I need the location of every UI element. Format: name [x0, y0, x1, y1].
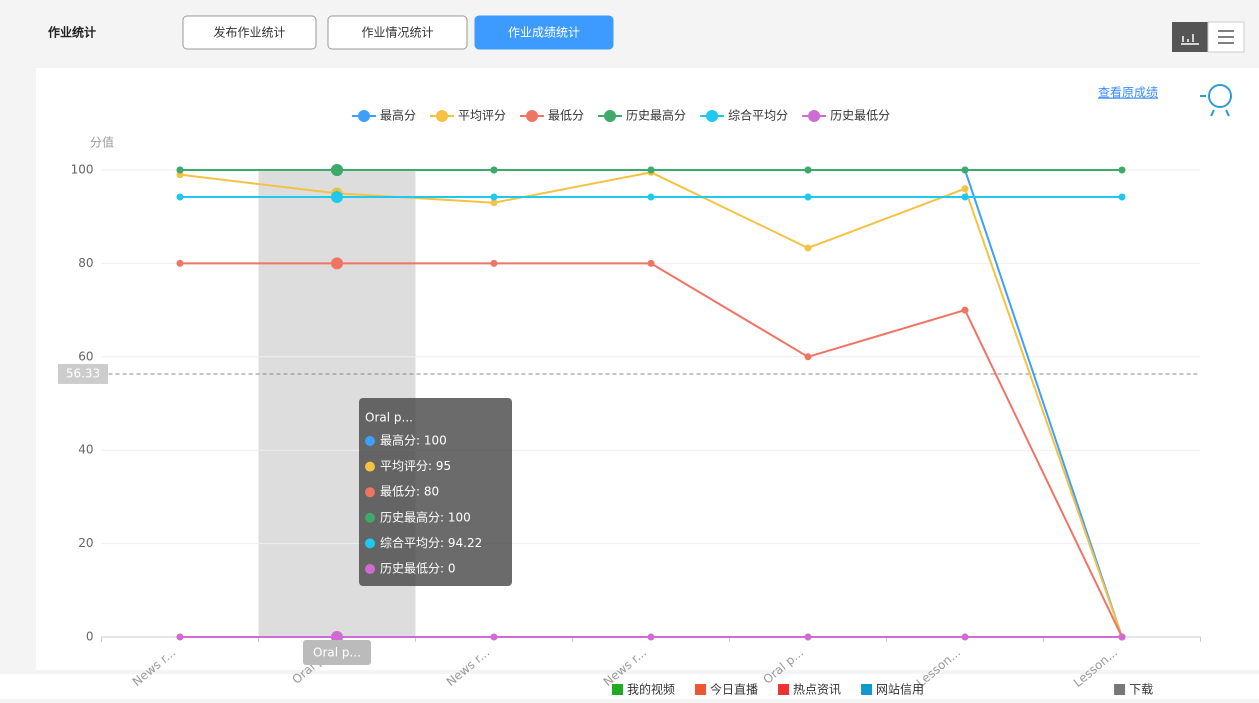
data-point: [647, 259, 655, 267]
footer-item[interactable]: 网站信用: [876, 683, 924, 697]
legend-label: 综合平均分: [728, 108, 788, 123]
data-point: [804, 633, 812, 641]
y-axis-label: 分值: [90, 135, 114, 150]
data-point: [1118, 166, 1126, 174]
tooltip-dot: [365, 512, 375, 523]
footer-item[interactable]: 今日直播: [710, 682, 758, 697]
data-point: [331, 190, 343, 203]
data-point: [961, 166, 969, 174]
tooltip-dot: [365, 487, 375, 498]
data-point: [1118, 193, 1126, 201]
chart-panel: [36, 68, 1259, 670]
data-point: [804, 353, 812, 361]
data-point: [176, 259, 184, 267]
legend-label: 历史最高分: [626, 108, 686, 123]
data-point: [331, 257, 343, 270]
data-point: [961, 185, 969, 193]
data-point: [961, 193, 969, 201]
tab-label[interactable]: 发布作业统计: [213, 25, 285, 40]
data-point: [490, 193, 498, 201]
tab[interactable]: [474, 15, 614, 50]
data-point: [1118, 633, 1126, 641]
tooltip-item: 历史最高分: 100: [380, 509, 471, 524]
data-point: [804, 244, 812, 252]
legend-dot: [808, 110, 821, 122]
data-point: [961, 306, 969, 314]
data-point: [647, 166, 655, 174]
data-point: [647, 193, 655, 201]
tooltip-dot: [365, 436, 375, 446]
legend-dot: [526, 110, 539, 122]
y-tick-label: 80: [78, 256, 93, 270]
tooltip-dot: [365, 461, 375, 472]
tab-label[interactable]: 作业成绩统计: [508, 26, 580, 40]
footer-icon: [861, 684, 873, 695]
browser-bar: [0, 674, 1259, 699]
legend-dot: [358, 110, 370, 122]
tooltip-item: 最高分: 100: [380, 433, 447, 448]
tooltip-title: Oral p...: [365, 411, 413, 425]
tooltip-dot: [365, 564, 375, 574]
y-tick-label: 20: [78, 536, 93, 550]
y-tick-label: 100: [71, 163, 94, 177]
tab[interactable]: [327, 15, 468, 50]
data-point: [176, 193, 184, 201]
legend-label: 最低分: [548, 109, 584, 123]
tooltip-item: 平均评分: 95: [380, 459, 451, 473]
data-point: [490, 166, 498, 174]
mark-label: 56.33: [66, 366, 100, 380]
tab[interactable]: [182, 15, 317, 50]
mark-label-bg: [58, 363, 108, 384]
data-point: [647, 633, 655, 641]
pointer-label-bg: [303, 640, 371, 665]
view-original-link[interactable]: 查看原成绩: [1098, 86, 1158, 100]
page-title: 作业统计: [48, 25, 96, 40]
tooltip-dot: [365, 538, 375, 549]
y-tick-label: 60: [78, 349, 93, 363]
footer-item[interactable]: 下载: [1129, 683, 1153, 697]
legend-label: 最高分: [380, 108, 416, 123]
pointer-label: Oral p...: [313, 646, 361, 660]
data-point: [490, 259, 498, 267]
footer-icon: [1114, 684, 1126, 695]
legend-dot: [604, 110, 617, 122]
view-toggle[interactable]: [1172, 21, 1245, 53]
tooltip-item: 综合平均分: 94.22: [380, 535, 482, 550]
footer-icon: [612, 684, 623, 695]
tooltip: [359, 398, 512, 586]
data-point: [490, 633, 498, 641]
data-point: [331, 164, 343, 176]
tooltip-item: 历史最低分: 0: [380, 562, 456, 576]
footer-icon: [695, 684, 707, 695]
y-tick-label: 40: [78, 443, 93, 457]
footer-icon: [778, 684, 790, 695]
data-point: [176, 166, 184, 174]
tab-label[interactable]: 作业情况统计: [361, 26, 433, 40]
legend-label: 历史最低分: [830, 109, 890, 123]
icon: [1200, 84, 1232, 117]
legend-dot: [706, 110, 719, 122]
data-point: [804, 166, 812, 174]
tooltip-item: 最低分: 80: [380, 485, 439, 499]
data-point: [961, 633, 969, 641]
legend-dot: [436, 110, 449, 122]
data-point: [804, 193, 812, 201]
y-tick-label: 0: [86, 630, 94, 644]
footer-item[interactable]: 热点资讯: [793, 683, 841, 697]
data-point: [176, 633, 184, 641]
legend-label: 平均评分: [458, 109, 506, 123]
footer-item[interactable]: 我的视频: [627, 682, 675, 697]
data-point: [490, 199, 498, 207]
